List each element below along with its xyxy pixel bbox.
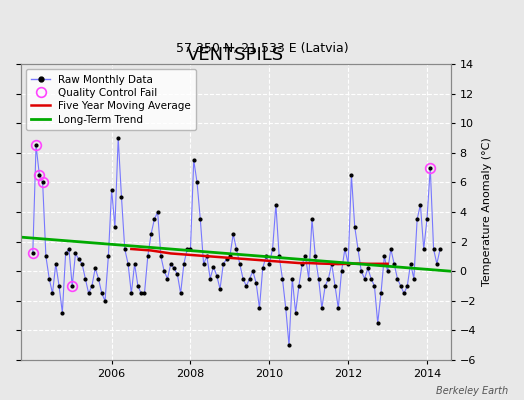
Legend: Raw Monthly Data, Quality Control Fail, Five Year Moving Average, Long-Term Tren: Raw Monthly Data, Quality Control Fail, … <box>26 69 196 130</box>
Text: 57.350 N, 21.533 E (Latvia): 57.350 N, 21.533 E (Latvia) <box>176 42 348 55</box>
Y-axis label: Temperature Anomaly (°C): Temperature Anomaly (°C) <box>482 138 492 286</box>
Text: Berkeley Earth: Berkeley Earth <box>436 386 508 396</box>
Title: VENTSPILS: VENTSPILS <box>187 46 285 64</box>
